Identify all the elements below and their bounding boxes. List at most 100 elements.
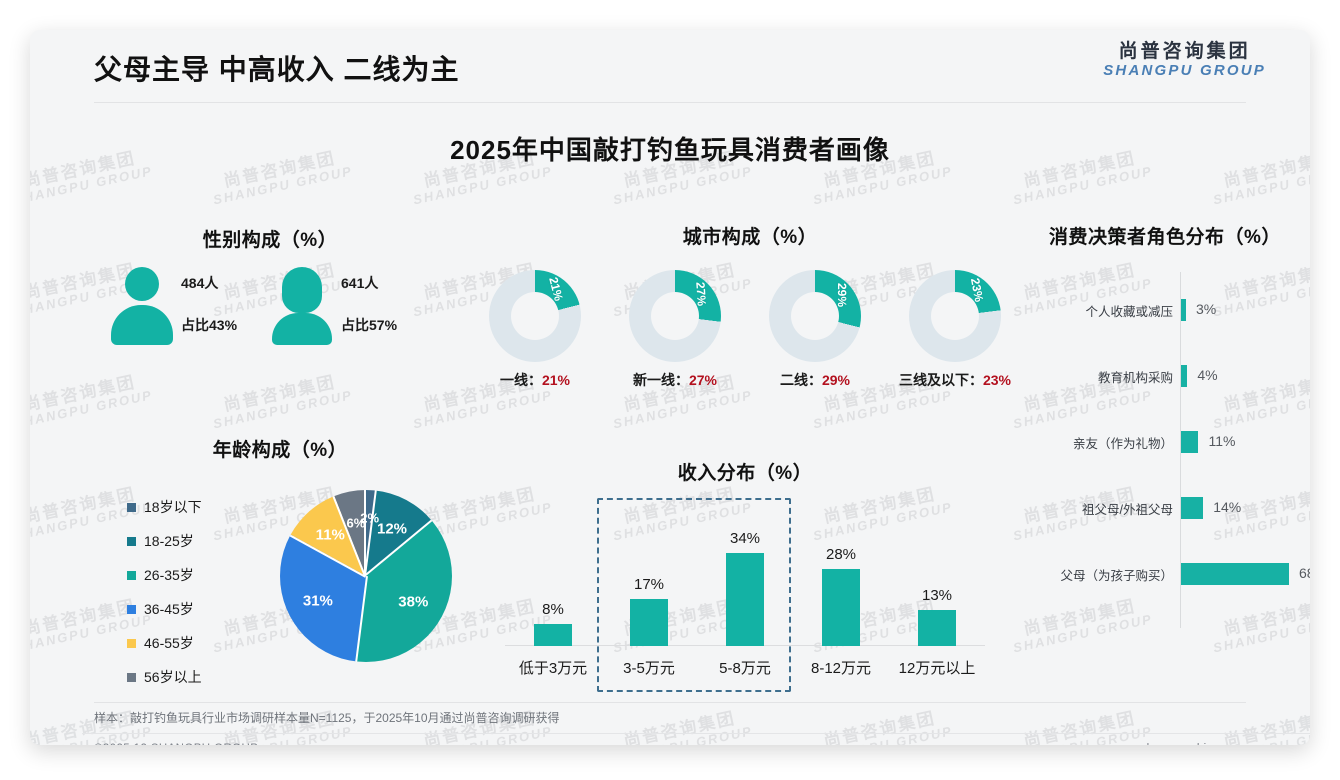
role-bar <box>1181 563 1289 585</box>
male-count: 484人 <box>181 275 219 291</box>
income-bar-category: 3-5万元 <box>623 660 675 677</box>
legend-swatch <box>127 672 136 682</box>
age-section: 年龄构成（%） 18岁以下 18-25岁 26-35岁 36-45岁 46-55岁 56岁… <box>105 435 455 685</box>
age-legend-item: 26-35岁 <box>127 565 202 585</box>
slide-card: 尚普咨询集团 SHANGPU GROUP 尚普咨询集团 SHANGPU GROUP 尚普… <box>30 30 1310 745</box>
income-section: 收入分布（%） 8% 低于3万元 17% 3-5万元 34% 5-8万元 28% 8-12万元… <box>485 458 1005 692</box>
income-title: 收入分布（%） <box>677 463 813 484</box>
pie-slice-label: 31% <box>302 592 333 609</box>
role-bar-label: 父母（为孩子购买） <box>1060 569 1173 583</box>
pie-slice-label: 2% <box>360 510 380 526</box>
donut-percent-label: 29% <box>834 283 849 308</box>
footnote-divider <box>94 702 1246 703</box>
income-bar-chart: 8% 低于3万元 17% 3-5万元 34% 5-8万元 28% 8-12万元 13% 12万元以… <box>505 498 985 692</box>
income-bar-value: 17% <box>633 576 665 594</box>
donut-ring: 27% <box>629 270 721 362</box>
role-section: 消费决策者角色分布（%） 个人收藏或减压 3% 教育机构采购 4% 亲友（作为礼物） 11… <box>1015 222 1310 642</box>
logo-english: SHANGPU GROUP <box>1103 61 1266 79</box>
male-share: 占比43% <box>181 317 238 333</box>
donut-percent-label: 27% <box>692 281 709 306</box>
donut-ring: 21% <box>489 270 581 362</box>
donut-caption: 三线及以下：23% <box>898 372 1012 388</box>
income-highlight-box <box>597 498 791 692</box>
male-figure-icon <box>111 267 173 345</box>
role-bar-value: 11% <box>1208 433 1236 449</box>
income-bar-value: 34% <box>729 529 761 547</box>
income-bar-column: 34% 5-8万元 <box>697 500 793 690</box>
gender-title: 性别构成（%） <box>202 230 338 251</box>
donut-percent-label: 23% <box>968 277 987 304</box>
income-bar-category: 低于3万元 <box>518 660 588 677</box>
role-bar <box>1181 365 1188 387</box>
age-title: 年龄构成（%） <box>212 440 348 461</box>
female-share: 占比57% <box>341 317 398 333</box>
legend-swatch <box>127 604 136 614</box>
legend-label: 26-35岁 <box>144 567 194 583</box>
legend-swatch <box>127 638 136 648</box>
role-bar-label: 亲友（作为礼物） <box>1072 437 1173 451</box>
role-bar <box>1181 431 1199 453</box>
pie-slice-label: 6% <box>346 515 366 531</box>
income-bar-category: 8-12万元 <box>810 660 872 677</box>
city-section: 城市构成（%） 21% 一线：21% 27% 新一线：27% 29% 二线：29% 23% 三… <box>470 222 1030 412</box>
income-bar <box>534 624 572 646</box>
role-bar-label: 个人收藏或减压 <box>1085 305 1173 319</box>
pie-slice-label: 12% <box>376 520 408 538</box>
donut-caption: 二线：29% <box>779 372 851 388</box>
female-count: 641人 <box>341 275 379 291</box>
income-bar <box>822 569 860 646</box>
role-bar-chart: 个人收藏或减压 3% 教育机构采购 4% 亲友（作为礼物） 11% 祖父母/外祖父母 14% 父… <box>1015 272 1310 632</box>
logo-chinese: 尚普咨询集团 <box>1118 41 1251 62</box>
income-bar-category: 5-8万元 <box>719 660 771 677</box>
income-bar-column: 13% 12万元以上 <box>889 500 985 690</box>
income-bar-column: 8% 低于3万元 <box>505 500 601 690</box>
header-title: 父母主导 中高收入 二线为主 <box>94 54 460 85</box>
age-legend-item: 18-25岁 <box>127 531 202 551</box>
pie-slice-label: 11% <box>315 526 345 544</box>
city-title: 城市构成（%） <box>682 227 818 248</box>
age-legend-item: 18岁以下 <box>127 497 202 517</box>
income-bar <box>918 610 956 646</box>
donut-ring: 23% <box>909 270 1001 362</box>
footer-website[interactable]: www.shangpu-china.com <box>1112 743 1246 745</box>
sample-footnote: 样本：敲打钓鱼玩具行业市场调研样本量N=1125，于2025年10月通过尚普咨询… <box>94 711 560 725</box>
role-bar-value: 4% <box>1197 367 1218 383</box>
age-legend-item: 56岁以上 <box>127 667 202 687</box>
role-bar <box>1181 497 1204 519</box>
income-bar <box>726 552 764 646</box>
legend-label: 46-55岁 <box>144 635 194 651</box>
role-bar-label: 教育机构采购 <box>1097 371 1173 385</box>
role-bar-row: 祖父母/外祖父母 14% <box>1015 488 1310 528</box>
role-axis-line <box>1180 272 1181 628</box>
header: 父母主导 中高收入 二线为主 尚普咨询集团 SHANGPU GROUP <box>30 30 1310 103</box>
city-donut-2: 27% 新一线：27% <box>610 270 740 390</box>
gender-item-male: 484人 占比43% <box>105 267 265 367</box>
legend-label: 18-25岁 <box>144 533 194 549</box>
role-bar-row: 教育机构采购 4% <box>1015 356 1310 396</box>
age-legend-item: 46-55岁 <box>127 633 202 653</box>
income-bar-value: 8% <box>542 601 564 618</box>
donut-ring: 29% <box>769 270 861 362</box>
income-bar-value: 28% <box>825 546 857 563</box>
page-title: 2025年中国敲打钓鱼玩具消费者画像 <box>450 135 890 165</box>
income-bar-value: 13% <box>921 587 953 605</box>
legend-label: 36-45岁 <box>144 601 194 617</box>
header-divider <box>94 102 1246 103</box>
legend-label: 56岁以上 <box>144 669 202 685</box>
city-donut-4: 23% 三线及以下：23% <box>890 270 1020 390</box>
donut-caption: 一线：21% <box>499 372 571 388</box>
footer-divider <box>82 733 1310 734</box>
role-bar-row: 亲友（作为礼物） 11% <box>1015 422 1310 462</box>
legend-swatch <box>127 502 136 512</box>
gender-item-female: 641人 占比57% <box>265 267 425 367</box>
legend-label: 18岁以下 <box>144 499 202 515</box>
gender-section: 性别构成（%） 484人 占比43% 641人 占比57% <box>105 225 435 370</box>
role-bar-row: 个人收藏或减压 3% <box>1015 290 1310 330</box>
